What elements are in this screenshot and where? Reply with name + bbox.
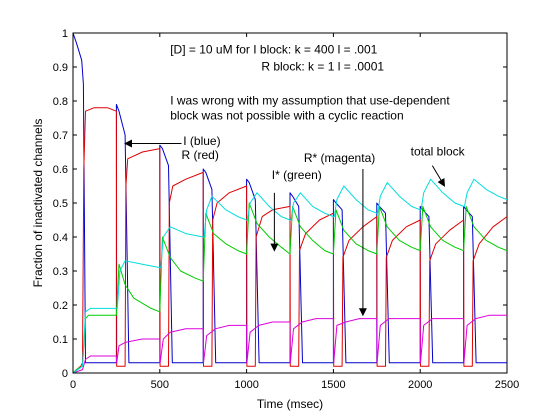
y-tick-label-0.2: 0.2: [53, 300, 68, 312]
annotation-params2: R block: k = 1 l = .0001: [261, 59, 384, 73]
series-line-total-block: [72, 178, 508, 374]
y-tick-label-1: 1: [62, 28, 68, 40]
x-tick-label-1000: 1000: [234, 379, 258, 391]
x-tick-label-2500: 2500: [495, 379, 519, 391]
annotation-label-I: I (blue): [183, 134, 220, 148]
x-tick-label-2000: 2000: [408, 379, 432, 391]
y-tick-label-0.4: 0.4: [53, 232, 68, 244]
series-layer: [72, 32, 508, 374]
series-line-i-green: [72, 202, 508, 374]
annotation-layer: [D] = 10 uM for I block: k = 400 l = .00…: [124, 42, 466, 317]
x-tick-label-0: 0: [70, 379, 76, 391]
y-tick-label-0.1: 0.1: [53, 334, 68, 346]
y-tick-label-0.8: 0.8: [53, 96, 68, 108]
x-tick-label-500: 500: [151, 379, 169, 391]
y-tick-label-0.6: 0.6: [53, 164, 68, 176]
arrow-total: [431, 165, 446, 187]
annotation-label-Rstar: R* (magenta): [304, 151, 375, 165]
ticks-layer: 0 500 1000 1500 2000 2500 0 0.1 0.2 0.3 0.4 0.5 0.6 0…: [53, 28, 520, 391]
series-line-r-magenta: [72, 314, 507, 374]
annotation-note1: I was wrong with my assumption that use-…: [170, 93, 450, 107]
y-tick-label-0.9: 0.9: [53, 62, 68, 74]
annotation-label-Istar: I* (green): [272, 168, 322, 182]
x-axis-label: Time (msec): [257, 397, 323, 411]
y-tick-label-0.7: 0.7: [53, 130, 68, 142]
annotation-params1: [D] = 10 uM for I block: k = 400 l = .00…: [170, 42, 377, 56]
annotation-note2: block was not possible with a cyclic rea…: [170, 109, 403, 123]
annotation-label-R: R (red): [182, 148, 219, 162]
y-axis-label: Fraction of inactivated channels: [31, 119, 45, 288]
x-tick-label-1500: 1500: [321, 379, 345, 391]
y-tick-label-0.5: 0.5: [53, 198, 68, 210]
annotation-label-total: total block: [411, 144, 466, 158]
y-tick-label-0: 0: [62, 368, 68, 380]
y-tick-label-0.3: 0.3: [53, 266, 68, 278]
